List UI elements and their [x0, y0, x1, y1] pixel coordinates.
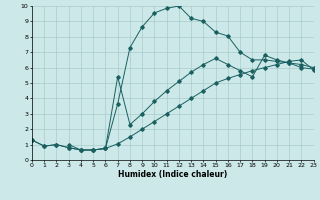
- X-axis label: Humidex (Indice chaleur): Humidex (Indice chaleur): [118, 170, 228, 179]
